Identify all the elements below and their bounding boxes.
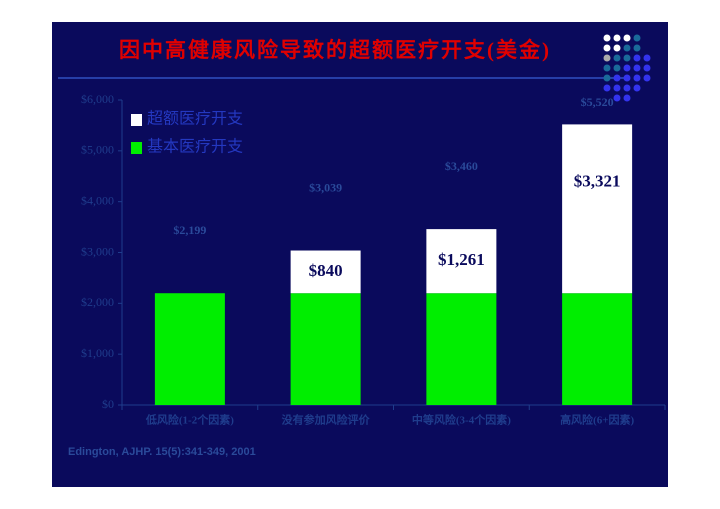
- legend-label: 超额医疗开支: [147, 110, 243, 128]
- y-tick-label: $6,000: [81, 92, 114, 106]
- bar-segment: [426, 293, 497, 405]
- total-label: $5,520: [581, 95, 614, 109]
- decoration-dots: [603, 34, 651, 102]
- legend-label: 基本医疗开支: [147, 138, 243, 156]
- total-label: $3,460: [445, 159, 478, 173]
- legend-swatch: [131, 114, 142, 126]
- bar-value-label: $3,321: [574, 172, 621, 191]
- x-tick-label: 没有参加风险评价: [282, 413, 371, 427]
- y-tick-label: $1,000: [81, 346, 114, 360]
- y-tick-label: $4,000: [81, 193, 114, 207]
- x-tick-label: 低风险(1-2个因素): [145, 413, 234, 427]
- x-tick-label: 高风险(6+因素): [560, 413, 634, 427]
- bar-value-label: $840: [309, 261, 343, 280]
- y-tick-label: $0: [102, 397, 114, 411]
- total-label: $2,199: [173, 223, 206, 237]
- legend-swatch: [131, 142, 142, 154]
- chart-title: 因中高健康风险导致的超额医疗开支(美金): [119, 38, 551, 62]
- y-tick-label: $3,000: [81, 244, 114, 258]
- bar-segment: [562, 293, 633, 405]
- bar-segment: [290, 250, 361, 294]
- y-tick-label: $2,000: [81, 295, 114, 309]
- bar-segment: [562, 124, 633, 294]
- bar-value-label: $1,261: [438, 250, 485, 269]
- y-tick-label: $5,000: [81, 143, 114, 157]
- source-note: Edington, AJHP. 15(5):341-349, 2001: [68, 446, 256, 458]
- bar-segment: [426, 229, 497, 294]
- bar-segment: [154, 293, 225, 405]
- total-label: $3,039: [309, 180, 342, 194]
- x-tick-label: 中等风险(3-4个因素): [412, 413, 511, 427]
- bar-segment: [290, 293, 361, 405]
